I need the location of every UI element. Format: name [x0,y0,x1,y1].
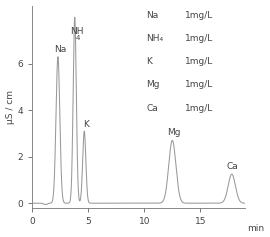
Text: Na: Na [54,45,66,54]
Text: 4: 4 [76,35,80,41]
Text: min: min [247,224,265,233]
Text: NH: NH [70,27,83,36]
Text: K: K [83,120,89,129]
Text: Na: Na [146,11,158,20]
Text: NH₄: NH₄ [146,34,163,43]
Text: K: K [146,57,152,66]
Text: 1mg/L: 1mg/L [184,34,213,43]
Text: 1mg/L: 1mg/L [184,57,213,66]
Text: 1mg/L: 1mg/L [184,11,213,20]
Text: Mg: Mg [167,128,180,137]
Text: 1mg/L: 1mg/L [184,80,213,89]
Text: Ca: Ca [226,162,238,171]
Y-axis label: μS / cm: μS / cm [6,90,15,124]
Text: Ca: Ca [146,104,158,113]
Text: Mg: Mg [146,80,160,89]
Text: 1mg/L: 1mg/L [184,104,213,113]
